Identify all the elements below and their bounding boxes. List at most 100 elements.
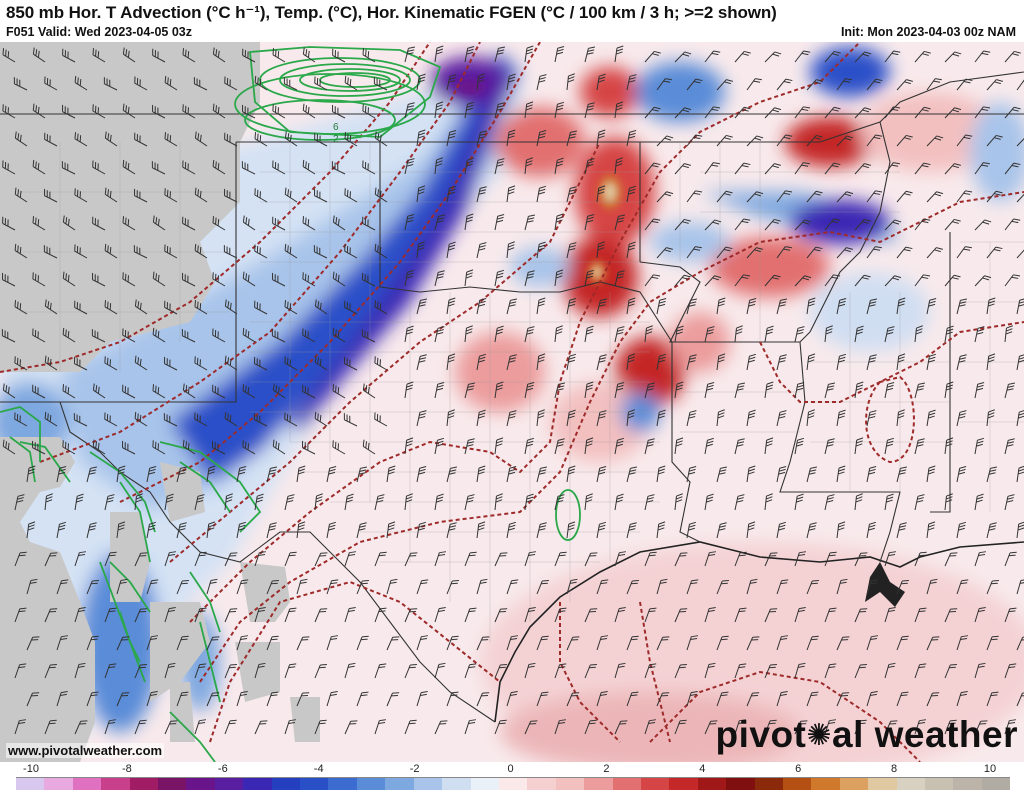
wind-barb bbox=[746, 78, 762, 91]
wind-barb bbox=[686, 78, 703, 91]
wind-barb bbox=[734, 663, 747, 679]
wind-barb bbox=[944, 107, 962, 119]
wind-barb bbox=[806, 353, 816, 371]
wind-barb bbox=[776, 134, 793, 147]
wind-barb bbox=[584, 552, 598, 567]
wind-barb bbox=[344, 720, 358, 735]
wind-barb bbox=[626, 241, 636, 259]
wind-barb bbox=[794, 326, 805, 343]
wind-barb bbox=[734, 50, 751, 63]
wind-barb bbox=[302, 328, 316, 343]
wind-barb bbox=[674, 608, 688, 623]
wind-barb bbox=[614, 607, 626, 623]
wind-barb bbox=[896, 409, 905, 427]
wind-barb bbox=[374, 300, 388, 315]
wind-barb bbox=[596, 691, 608, 707]
wind-barb bbox=[1016, 247, 1024, 259]
wind-barb bbox=[626, 522, 637, 539]
colorbar-segment bbox=[16, 778, 45, 790]
wind-barb bbox=[272, 439, 286, 455]
wind-barb bbox=[182, 104, 196, 119]
wind-barb bbox=[644, 325, 653, 343]
wind-barb bbox=[254, 551, 267, 567]
wind-barb bbox=[464, 213, 474, 231]
wind-barb bbox=[686, 691, 698, 707]
wind-barb bbox=[14, 356, 28, 371]
wind-barb bbox=[344, 132, 358, 147]
wind-barb bbox=[896, 691, 909, 707]
wind-barb bbox=[344, 300, 358, 315]
colorbar-segment bbox=[527, 778, 556, 790]
wind-barb bbox=[794, 275, 812, 287]
wind-barb bbox=[986, 409, 995, 427]
wind-barb bbox=[926, 521, 936, 539]
wind-barb bbox=[746, 465, 756, 483]
wind-barb bbox=[224, 719, 237, 735]
wind-barb bbox=[884, 381, 895, 399]
wind-barb bbox=[91, 329, 106, 343]
wind-barb bbox=[986, 579, 999, 595]
wind-barb bbox=[686, 521, 697, 539]
gear-icon: ✺ bbox=[806, 719, 833, 752]
wind-barb bbox=[836, 191, 854, 203]
wind-barb bbox=[686, 465, 697, 483]
wind-barb bbox=[824, 719, 837, 735]
wind-barb bbox=[524, 607, 536, 623]
wind-barb bbox=[1004, 162, 1021, 175]
credit-text: www.pivotalweather.com bbox=[6, 743, 165, 758]
wind-barb bbox=[956, 134, 973, 147]
wind-barb bbox=[43, 245, 58, 259]
wind-barb bbox=[926, 135, 944, 147]
wind-barb bbox=[944, 381, 954, 399]
wind-barb bbox=[44, 663, 57, 679]
wind-barb bbox=[224, 493, 233, 511]
wind-barb bbox=[956, 465, 967, 483]
wind-barb bbox=[133, 245, 148, 259]
colorbar-segment bbox=[300, 778, 329, 790]
wind-barb bbox=[644, 494, 655, 511]
wind-barb bbox=[332, 440, 346, 455]
wind-barb bbox=[956, 635, 969, 651]
wind-barb bbox=[644, 274, 661, 287]
wind-barb bbox=[716, 466, 728, 483]
wind-barb bbox=[14, 494, 25, 511]
wind-barb bbox=[986, 246, 1003, 259]
wind-barb bbox=[44, 76, 58, 91]
wind-barb bbox=[494, 158, 505, 175]
wind-barb bbox=[926, 409, 936, 427]
wind-barb bbox=[794, 720, 808, 735]
wind-barb bbox=[494, 46, 506, 63]
wind-barb bbox=[734, 325, 743, 343]
wind-barb bbox=[44, 493, 53, 511]
wind-barb bbox=[824, 274, 841, 287]
wind-barb bbox=[296, 521, 306, 539]
wind-barb bbox=[284, 607, 297, 623]
wind-barb bbox=[644, 218, 661, 231]
wind-barb bbox=[236, 579, 249, 595]
wind-barb bbox=[734, 382, 746, 399]
wind-barb bbox=[926, 191, 944, 203]
wind-barb bbox=[686, 410, 697, 427]
wind-barb bbox=[554, 494, 565, 511]
wind-barb bbox=[494, 213, 505, 231]
wind-barb bbox=[944, 493, 953, 511]
wind-barb bbox=[32, 159, 46, 175]
wind-barb bbox=[734, 494, 745, 511]
colorbar-segment bbox=[726, 778, 755, 790]
wind-barb bbox=[896, 190, 913, 203]
colorbar-segment bbox=[584, 778, 613, 790]
wind-barb bbox=[896, 522, 907, 539]
wind-barb bbox=[806, 466, 818, 483]
wind-barb bbox=[494, 381, 504, 399]
wind-barb bbox=[584, 493, 593, 511]
wind-barb bbox=[104, 607, 117, 623]
wind-barb bbox=[446, 579, 459, 595]
wind-barb bbox=[314, 493, 323, 511]
wind-barb bbox=[596, 465, 607, 483]
wind-barb bbox=[302, 272, 316, 287]
wind-barb bbox=[716, 579, 729, 595]
wind-barb bbox=[974, 493, 984, 511]
wind-barb bbox=[242, 327, 256, 343]
wind-barb bbox=[163, 413, 178, 427]
colorbar-segment bbox=[782, 778, 812, 790]
